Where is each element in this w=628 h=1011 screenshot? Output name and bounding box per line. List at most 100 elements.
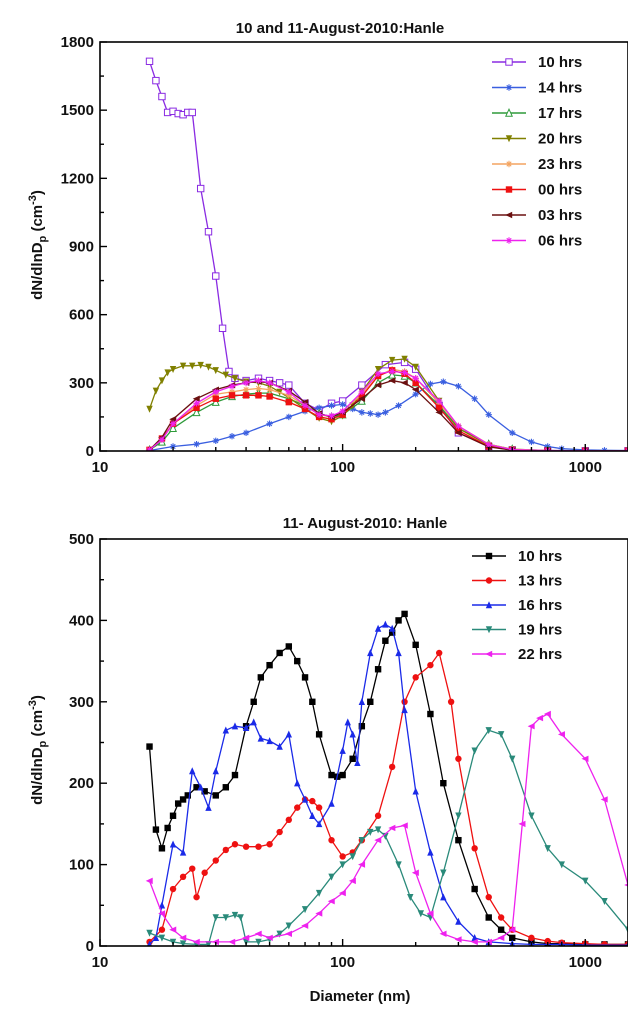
legend-entry: 14 hrs [492, 80, 582, 97]
data-point [294, 804, 301, 811]
legend-label: 10 hrs [538, 54, 582, 71]
data-point [328, 402, 335, 409]
data-point [212, 767, 219, 775]
data-point [435, 409, 443, 416]
data-point [358, 393, 366, 400]
data-point [257, 674, 265, 681]
data-point [285, 643, 293, 650]
data-point [164, 824, 171, 832]
data-point [382, 409, 389, 416]
legend-marker [485, 650, 493, 658]
data-point [294, 779, 301, 787]
legend-label: 23 hrs [538, 156, 582, 173]
data-point [285, 381, 293, 389]
series-16-hrs [147, 620, 628, 946]
series-line [148, 358, 628, 451]
data-point [339, 861, 346, 869]
legend-label: 17 hrs [538, 105, 582, 122]
data-point [250, 718, 257, 726]
data-point [193, 893, 200, 901]
data-point [179, 796, 187, 803]
data-point [471, 934, 478, 942]
data-point [455, 383, 462, 390]
data-point [401, 369, 408, 376]
legend-marker [505, 84, 513, 91]
legend-marker [505, 107, 513, 117]
data-point [301, 402, 309, 409]
data-point [439, 930, 447, 937]
data-point [528, 934, 535, 942]
data-point [179, 362, 187, 370]
y-tick-label: 900 [69, 239, 94, 256]
data-point [158, 926, 166, 933]
series-line [149, 370, 628, 451]
data-point [543, 710, 551, 718]
data-point [374, 366, 382, 373]
legend-label: 14 hrs [538, 80, 582, 97]
legend-label: 00 hrs [538, 182, 582, 199]
x-tick-label: 1000 [569, 954, 602, 971]
data-point [146, 446, 153, 451]
data-point [146, 929, 153, 937]
data-point [327, 898, 335, 905]
data-point [400, 379, 408, 387]
data-point [266, 386, 273, 393]
data-point [222, 846, 230, 854]
data-point [193, 404, 200, 412]
data-point [395, 402, 402, 409]
data-point [225, 367, 233, 376]
data-point [158, 934, 166, 942]
data-point [301, 795, 309, 803]
data-point [388, 356, 396, 364]
data-point [228, 392, 236, 399]
data-point [193, 440, 200, 448]
data-point [374, 381, 382, 389]
data-point [158, 845, 166, 852]
data-point [285, 930, 293, 937]
panel-bottom: 11- August-2010: Hanle dN/dlnDp (cm-3) D… [27, 515, 628, 1005]
data-point [328, 873, 335, 881]
data-point [276, 828, 283, 836]
data-point [201, 869, 208, 876]
legend-marker [505, 160, 513, 168]
data-point [471, 747, 478, 755]
legend-entry: 16 hrs [472, 597, 562, 614]
data-point [382, 637, 389, 644]
data-point [557, 731, 565, 738]
data-point [374, 411, 382, 418]
data-point [231, 911, 239, 919]
data-point [374, 624, 382, 632]
data-point [254, 930, 262, 937]
legend-entry: 10 hrs [492, 54, 582, 71]
data-point [309, 797, 316, 805]
data-point [189, 767, 196, 775]
data-point [518, 820, 526, 828]
legend-entry: 03 hrs [492, 207, 582, 224]
data-point [169, 840, 177, 848]
legend-marker [505, 186, 513, 193]
data-point [497, 934, 505, 942]
data-point [455, 427, 462, 434]
data-point [205, 803, 212, 811]
data-point [158, 377, 166, 385]
data-point [440, 869, 447, 877]
data-point [189, 865, 196, 872]
data-point [315, 731, 323, 738]
data-point [164, 369, 171, 377]
data-point [400, 822, 408, 829]
data-point [374, 826, 382, 834]
data-point [179, 934, 187, 942]
legend-entry: 06 hrs [492, 233, 582, 250]
data-point [374, 666, 382, 673]
data-point [349, 755, 356, 762]
data-point [455, 812, 462, 820]
legend-label: 06 hrs [538, 233, 582, 250]
data-point [528, 812, 535, 820]
data-point [212, 272, 220, 280]
data-point [358, 409, 366, 416]
data-point [358, 836, 366, 844]
data-point [266, 841, 273, 848]
data-point [242, 379, 250, 387]
legend-marker [485, 601, 493, 609]
data-point [242, 386, 250, 393]
